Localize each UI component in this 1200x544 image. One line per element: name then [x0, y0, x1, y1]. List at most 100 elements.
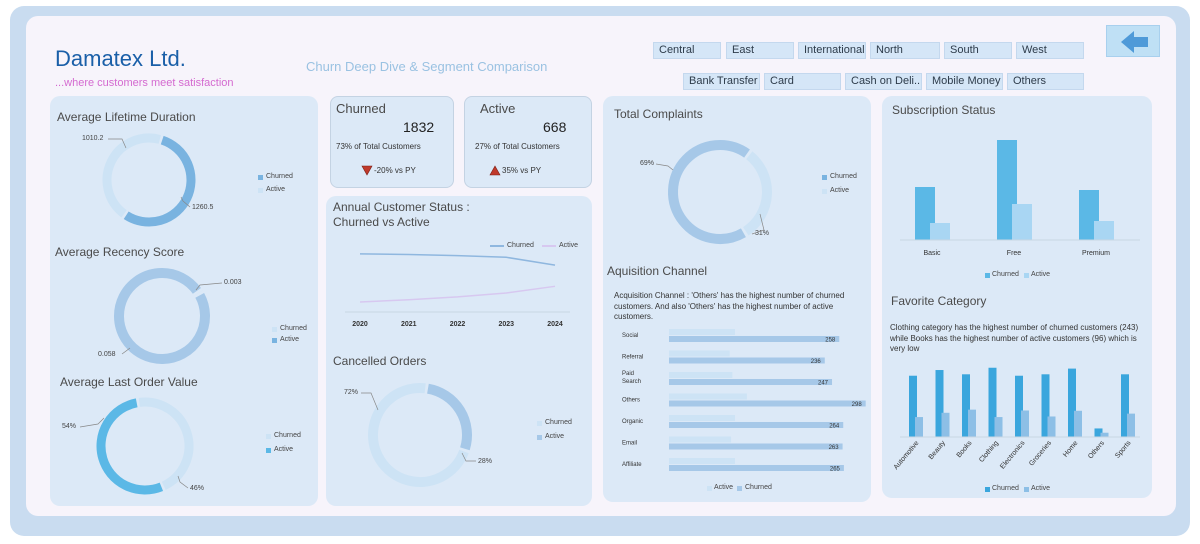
brand-title: Damatex Ltd. [55, 46, 186, 71]
recency-churned-arc [114, 268, 210, 364]
subscription-legend-churned: Churned [992, 271, 1019, 278]
x-tick-label: 2024 [547, 321, 563, 328]
order-active-arc [96, 398, 164, 495]
bar-active [1074, 410, 1082, 437]
favorite-category-bar-chart: Automotive Beauty Books Clothing Electronics… [893, 367, 1140, 471]
cancelled-churned-label: 28% [478, 458, 493, 465]
slicer-region-international[interactable]: International [798, 42, 866, 59]
slicer-payment-mobile-money[interactable]: Mobile Money [926, 73, 1003, 90]
subscription-bar-chart: Basic Free Premium [900, 140, 1140, 257]
bar-active [1047, 416, 1056, 437]
bar-active [1012, 204, 1032, 240]
category-label: Beauty [928, 439, 948, 461]
category-label: Clothing [978, 440, 1000, 464]
acquisition-title: Aquisition Channel [607, 264, 708, 278]
legend-swatch-churned [985, 487, 990, 492]
cancelled-legend-churned: Churned [545, 419, 572, 426]
slicer-region-east[interactable]: East [726, 42, 794, 59]
bar-churned [669, 379, 833, 385]
recency-churned-label: 0.058 [98, 351, 116, 358]
slicer-payment-bank-transfer[interactable]: Bank Transfer [683, 73, 760, 90]
bar-churned [669, 465, 844, 471]
category-label: Premium [1082, 250, 1110, 257]
bar-churned [1041, 374, 1050, 437]
legend-swatch-churned [258, 175, 263, 180]
category-label: Books [956, 439, 974, 459]
category-label: Groceries [1028, 439, 1053, 467]
bar-active [941, 412, 950, 437]
bar-active [669, 329, 735, 335]
slicer-region-west[interactable]: West [1016, 42, 1084, 59]
annual-title-line1: Annual Customer Status : [333, 200, 470, 214]
legend-swatch-active [258, 188, 263, 193]
order-value-legend-active: Active [274, 446, 294, 453]
legend-swatch-active [1024, 487, 1029, 492]
favorite-legend-churned: Churned [992, 485, 1019, 492]
kpi-active-title: Active [480, 101, 516, 116]
line-series-active [359, 285, 556, 303]
category-label: Email [622, 441, 637, 447]
panel-complaints-acquisition [603, 96, 871, 502]
kpi-churned-pct: 73% of Total Customers [336, 142, 421, 151]
bar-active [669, 350, 730, 357]
bar-data-label: 236 [811, 359, 822, 365]
bar-churned [988, 367, 997, 437]
legend-line-churned [490, 245, 504, 247]
recency-active-label: 0.003 [224, 279, 242, 286]
acquisition-bar-chart: 258 Social 236 Referral 247 Paid Search 298 Othe… [622, 329, 866, 473]
category-label: Social [622, 333, 638, 339]
cancelled-active-label: 72% [344, 389, 359, 396]
bar-active [669, 393, 747, 400]
cancelled-title: Cancelled Orders [333, 354, 427, 368]
slicer-region-south[interactable]: South [944, 42, 1012, 59]
category-label: Others [622, 398, 640, 404]
back-button[interactable] [1106, 25, 1160, 57]
category-label: Affiliate [622, 462, 642, 468]
complaints-churned-arc [668, 140, 750, 244]
slicer-payment-card[interactable]: Card [764, 73, 841, 90]
favorite-title: Favorite Category [891, 294, 987, 308]
order-value-legend-churned: Churned [274, 432, 301, 439]
dashboard-subtitle: Churn Deep Dive & Segment Comparison [306, 59, 548, 74]
kpi-card-active [464, 96, 592, 188]
acquisition-legend-churned: Churned [745, 484, 772, 491]
lifetime-donut [102, 133, 196, 227]
legend-line-active [542, 245, 556, 247]
category-label: Automotive [893, 440, 921, 471]
cancelled-donut [368, 383, 472, 487]
legend-swatch-active [1024, 273, 1029, 278]
bar-churned [1068, 368, 1076, 437]
lifetime-legend-active: Active [266, 186, 286, 193]
bar-churned [669, 357, 825, 364]
legend-swatch-churned [537, 421, 542, 426]
bar-churned [669, 443, 843, 450]
slicer-region-north[interactable]: North [870, 42, 940, 59]
legend-swatch-churned [985, 273, 990, 278]
category-label: Referral [622, 355, 643, 361]
bar-active [1100, 432, 1109, 437]
order-churned-arc [138, 397, 194, 490]
bar-churned [669, 422, 844, 428]
slicer-payment-others[interactable]: Others [1007, 73, 1084, 90]
bar-churned [1094, 428, 1103, 437]
category-label: Free [1007, 250, 1022, 257]
bar-data-label: 298 [852, 402, 863, 408]
bar-data-label: 264 [829, 424, 840, 430]
cancelled-active-arc [368, 383, 469, 487]
slicer-payment-cash-on-delivery[interactable]: Cash on Deli... [845, 73, 922, 90]
legend-swatch-churned [737, 486, 742, 491]
category-label: Basic [923, 250, 941, 257]
legend-swatch-active [822, 189, 827, 194]
kpi-active-pct: 27% of Total Customers [475, 142, 560, 151]
legend-swatch-active [266, 448, 271, 453]
bar-churned [1015, 375, 1023, 437]
bar-active [1127, 413, 1135, 437]
favorite-note: Clothing category has the highest number… [890, 323, 1139, 353]
bar-churned [935, 370, 944, 437]
slicer-region-central[interactable]: Central [653, 42, 721, 59]
complaints-legend-churned: Churned [830, 173, 857, 180]
lifetime-churned-arc [123, 135, 196, 227]
acquisition-note: Acquisition Channel : 'Others' has the h… [614, 291, 845, 321]
bar-active [1094, 221, 1114, 240]
kpi-churned-value: 1832 [403, 119, 435, 135]
